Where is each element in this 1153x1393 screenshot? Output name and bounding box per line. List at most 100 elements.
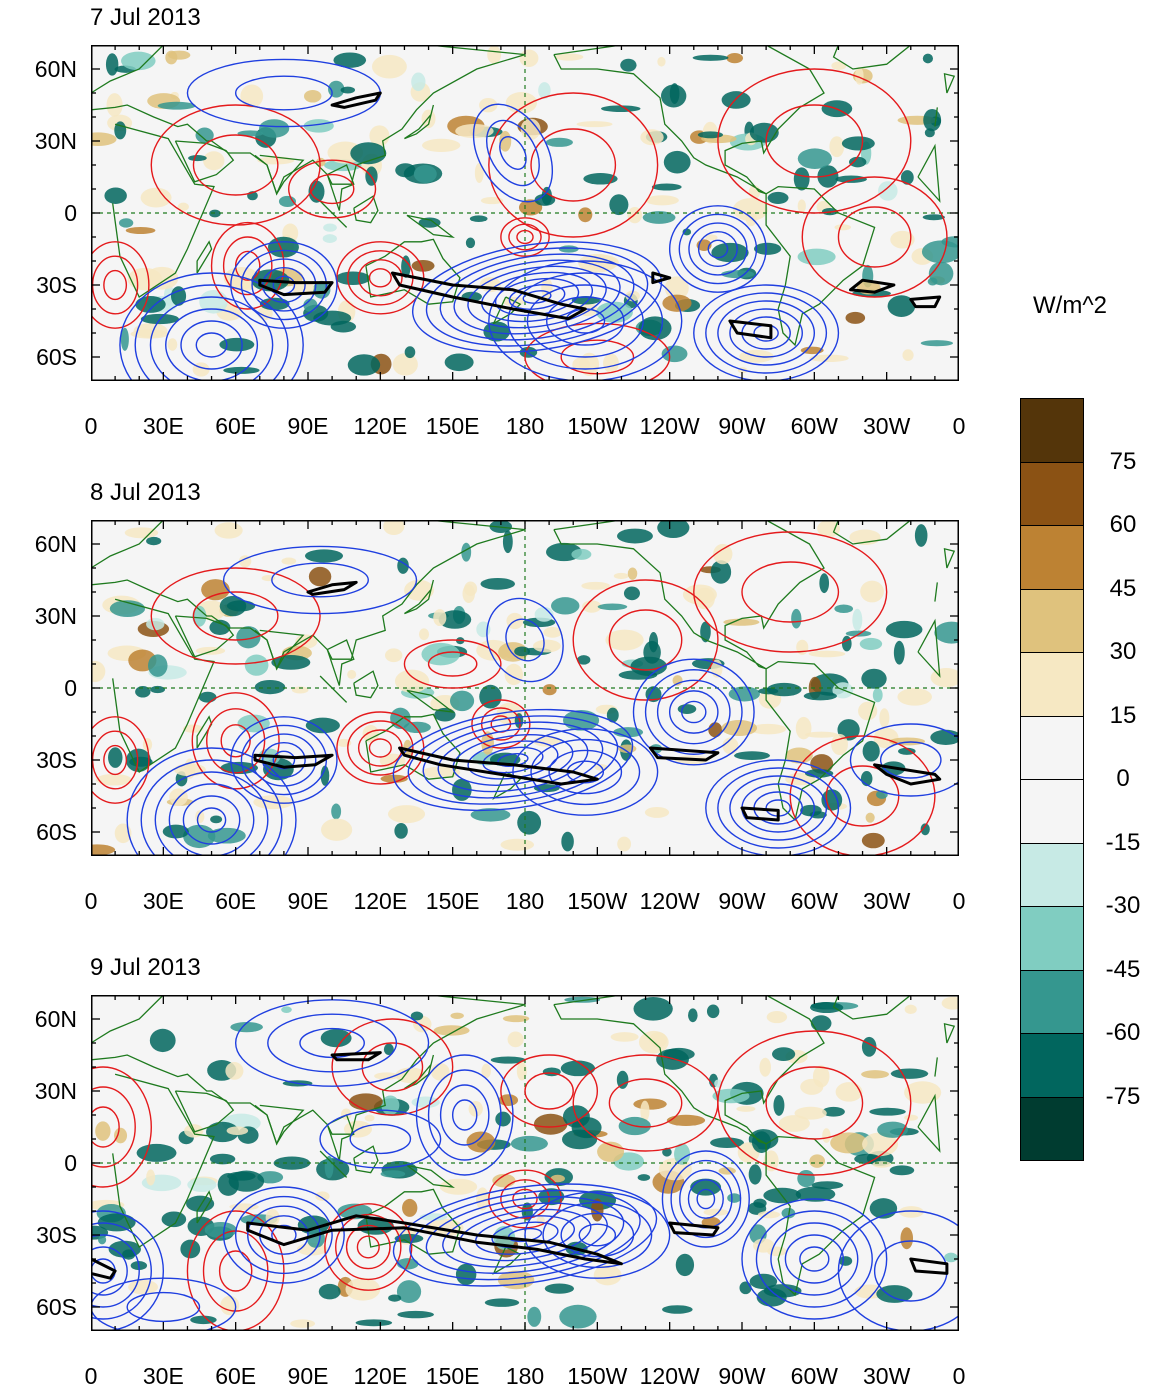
negative-anomaly-patch — [411, 1096, 440, 1108]
positive-contour — [572, 579, 719, 701]
negative-contour-ring — [717, 767, 840, 849]
positive-anomaly-patch — [421, 109, 436, 129]
negative-anomaly-patch — [700, 621, 711, 643]
negative-anomaly-patch — [320, 765, 330, 786]
positive-anomaly-patch — [778, 1115, 810, 1132]
positive-anomaly-patch — [645, 195, 679, 206]
negative-contour-ring — [482, 746, 544, 774]
negative-anomaly-patch — [157, 101, 196, 110]
negative-contour — [486, 597, 564, 683]
positive-anomaly-patch — [371, 54, 407, 79]
positive-anomaly-patch — [809, 1154, 826, 1168]
colorbar-label: -45 — [1105, 955, 1141, 983]
negative-anomaly-patch — [146, 617, 165, 631]
positive-anomaly-patch — [904, 1004, 917, 1015]
positive-anomaly-patch — [384, 648, 403, 663]
positive-anomaly-patch — [114, 1127, 128, 1144]
negative-contour-ring — [661, 1150, 750, 1248]
negative-anomaly-patch — [190, 1315, 217, 1325]
positive-anomaly-patch — [439, 1178, 478, 1195]
negative-anomaly-patch — [889, 1165, 915, 1176]
negative-contour-ring — [165, 308, 259, 381]
negative-anomaly-patch — [148, 654, 168, 677]
negative-contours — [119, 58, 840, 381]
negative-anomaly-patch — [318, 1283, 341, 1300]
negative-contour-ring — [168, 783, 255, 856]
positive-anomaly-patch — [835, 1082, 863, 1102]
positive-contour-ring — [347, 720, 414, 776]
thick-contour — [849, 278, 896, 294]
coastline-africa-west — [917, 143, 941, 203]
negative-anomaly-patch — [199, 289, 228, 314]
positive-anomaly-patch — [203, 151, 225, 171]
positive-anomaly-patch — [861, 832, 885, 849]
lat-tick-label: 60N — [34, 56, 77, 82]
negative-contour-ring — [696, 1188, 716, 1210]
lon-tick-label: 60E — [215, 888, 257, 914]
negative-anomaly-patch — [697, 131, 724, 139]
negative-anomaly-patch — [104, 187, 127, 204]
coastline-arabia — [174, 615, 235, 658]
coastline-india — [254, 1104, 305, 1146]
negative-contour-ring — [222, 1186, 345, 1284]
negative-anomaly-patch — [616, 528, 653, 544]
negative-anomaly-patch — [885, 620, 923, 639]
thick-contours — [91, 1051, 949, 1280]
negative-anomaly-patch — [161, 1211, 187, 1228]
positive-anomaly-patch — [708, 722, 723, 738]
negative-anomaly-patch — [811, 1181, 844, 1190]
negative-anomaly-patch — [281, 1006, 292, 1014]
positive-anomaly-patch — [192, 362, 210, 377]
negative-contour-ring — [522, 290, 552, 304]
map-panel-9-jul — [91, 995, 959, 1331]
lon-tick-label: 30W — [863, 888, 911, 914]
negative-anomaly-patch — [380, 1170, 406, 1178]
negative-anomaly-patch — [797, 1169, 815, 1188]
coastline-north-america — [553, 520, 825, 670]
positive-contour-ring — [103, 269, 128, 301]
negative-anomaly-patch — [690, 1178, 722, 1196]
positive-contour-ring — [191, 692, 280, 790]
positive-anomaly-patch — [603, 353, 619, 373]
positive-contour-ring — [192, 591, 279, 641]
negative-contour — [705, 759, 852, 856]
negative-contour-ring — [705, 759, 852, 856]
negative-anomaly-patch — [854, 1153, 881, 1165]
negative-anomaly-patch — [819, 573, 830, 594]
positive-anomaly-patch — [829, 136, 845, 158]
positive-anomaly-patch — [890, 230, 915, 249]
lon-tick-label: 60E — [215, 413, 257, 439]
positive-anomaly-patch — [860, 580, 884, 603]
negative-contour — [668, 205, 767, 293]
negative-anomaly-patch — [383, 1043, 394, 1056]
lon-tick-label: 90E — [287, 888, 329, 914]
negative-anomaly-patch — [810, 1015, 832, 1032]
negative-anomaly-patch — [848, 156, 867, 168]
negative-anomaly-patch — [663, 150, 691, 174]
positive-anomaly-patch — [666, 1114, 706, 1126]
negative-contour-ring — [422, 721, 604, 799]
negative-anomaly-patch — [560, 1060, 596, 1077]
negative-anomaly-patch — [900, 170, 914, 185]
negative-contour-ring — [486, 597, 564, 683]
negative-anomaly-patch — [606, 707, 619, 723]
positive-contour-ring — [801, 176, 948, 298]
negative-anomaly-patch — [108, 747, 123, 768]
negative-anomaly-patch — [637, 1174, 651, 1181]
negative-anomaly-patch — [397, 1310, 434, 1319]
lat-tick-label: 30S — [36, 1222, 77, 1248]
coastline-australia — [365, 713, 461, 780]
negative-anomaly-patch — [330, 320, 357, 333]
negative-contour-ring — [222, 545, 418, 615]
lon-tick-label: 150E — [425, 888, 480, 914]
positive-anomaly-patch — [657, 56, 666, 67]
negative-contour-ring — [670, 1159, 742, 1239]
positive-anomaly-patch — [732, 198, 768, 221]
positive-anomaly-patch — [722, 737, 739, 755]
colorbar-unit: W/m^2 — [1033, 292, 1107, 319]
negative-anomaly-patch — [862, 740, 880, 762]
positive-anomaly-patch — [214, 522, 243, 539]
negative-contour-ring — [439, 1084, 490, 1146]
positive-anomaly-patch — [550, 1174, 565, 1183]
negative-anomaly-patch — [710, 560, 732, 584]
